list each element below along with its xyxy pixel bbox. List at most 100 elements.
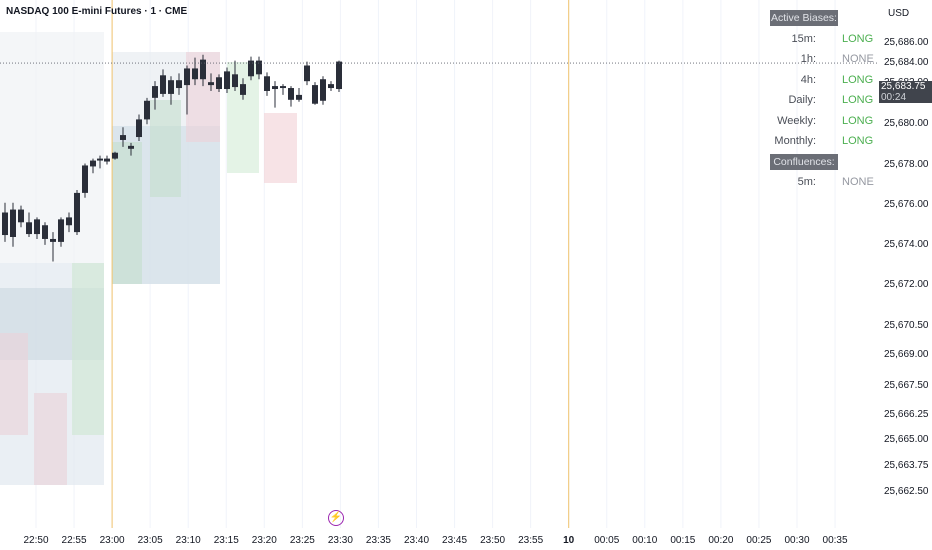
bias-row-weekly: Weekly: LONG	[770, 111, 880, 132]
confluence-row-5m: 5m: NONE	[770, 172, 880, 193]
zone-box	[0, 32, 104, 263]
candle-body	[82, 165, 88, 193]
bias-label: 15m:	[791, 32, 816, 45]
zone-box	[150, 100, 181, 197]
candle-body	[168, 80, 174, 94]
candle-body	[256, 60, 262, 75]
candle-body	[112, 152, 118, 159]
confluence-header-row: Confluences:	[770, 152, 880, 173]
candle-body	[312, 85, 318, 104]
zone-box	[112, 142, 142, 284]
candle-body	[224, 71, 230, 90]
bias-row-monthly: Monthly: LONG	[770, 131, 880, 152]
candle-body	[128, 145, 134, 149]
candle-body	[296, 94, 302, 100]
bias-header-row: Active Biases:	[770, 8, 880, 29]
candle-body	[136, 119, 142, 138]
candle-body	[42, 225, 48, 239]
last-price: 25,683.75	[881, 81, 926, 92]
bar-countdown: 00:24	[881, 92, 907, 103]
candle-body	[240, 84, 246, 95]
time-axis-label: 23:10	[176, 535, 201, 546]
time-axis-label: 22:50	[23, 535, 48, 546]
bias-table: Active Biases: 15m: LONG 1h: NONE 4h: LO…	[770, 8, 880, 193]
time-axis-label: 10	[563, 535, 575, 546]
bias-row-4h: 4h: LONG	[770, 70, 880, 91]
time-axis-label: 23:20	[252, 535, 277, 546]
candle-body	[104, 158, 110, 162]
time-axis-label: 23:45	[442, 535, 467, 546]
candle-body	[264, 76, 270, 91]
time-axis-label: 23:35	[366, 535, 391, 546]
lightning-bolt-icon[interactable]: ⚡	[328, 510, 344, 526]
candle-body	[320, 79, 326, 101]
time-axis-label: 23:25	[290, 535, 315, 546]
bias-label: Weekly:	[777, 114, 816, 127]
last-price-tag: 25,683.75 00:24	[879, 81, 932, 103]
candle-body	[152, 86, 158, 98]
price-axis-label: 25,666.25	[884, 409, 929, 420]
candle-body	[97, 158, 103, 161]
active-biases-header: Active Biases:	[770, 10, 838, 26]
currency-label[interactable]: USD	[888, 8, 910, 19]
confluences-header: Confluences:	[770, 153, 838, 170]
bias-label: Daily:	[788, 94, 816, 106]
candle-body	[50, 238, 56, 242]
bias-value: LONG	[842, 73, 874, 86]
bias-row-15m: 15m: LONG	[770, 29, 880, 50]
time-axis-label: 23:05	[138, 535, 163, 546]
bias-row-daily: Daily: LONG	[770, 90, 880, 111]
bias-value: LONG	[842, 114, 874, 127]
symbol-title[interactable]: NASDAQ 100 E-mini Futures · 1 · CME	[6, 6, 188, 17]
candle-body	[336, 61, 342, 90]
bias-value: LONG	[842, 32, 874, 45]
price-axis-label: 25,662.50	[884, 486, 929, 497]
price-axis-label: 25,669.00	[884, 349, 929, 360]
candle-body	[328, 84, 334, 89]
bias-label: 4h:	[800, 73, 816, 86]
time-axis-label: 23:55	[518, 535, 543, 546]
candle-body	[248, 60, 254, 77]
price-axis-label: 25,670.50	[884, 320, 929, 331]
candle-body	[120, 135, 126, 140]
time-axis-label: 00:10	[632, 535, 657, 546]
bias-value: NONE	[842, 176, 874, 188]
candle-body	[208, 82, 214, 86]
bias-row-1h: 1h: NONE	[770, 49, 880, 70]
candle-body	[232, 74, 238, 88]
candle-body	[160, 75, 166, 94]
zone-box	[72, 263, 104, 435]
price-axis-label: 25,686.00	[884, 37, 929, 48]
zone-box	[34, 393, 67, 485]
candle-body	[280, 86, 286, 89]
candle-body	[66, 217, 72, 226]
candle-body	[2, 212, 8, 236]
price-axis-label: 25,676.00	[884, 199, 929, 210]
time-axis-label: 00:20	[708, 535, 733, 546]
bias-label: Monthly:	[774, 135, 816, 147]
time-axis-label: 23:00	[100, 535, 125, 546]
candle-body	[304, 65, 310, 82]
price-axis-label: 25,665.00	[884, 434, 929, 445]
candle-body	[184, 68, 190, 86]
bias-value: NONE	[842, 53, 874, 65]
price-axis-label: 25,663.75	[884, 460, 929, 471]
time-axis-label: 00:15	[670, 535, 695, 546]
price-axis-label: 25,684.00	[884, 57, 929, 68]
candle-body	[10, 209, 16, 237]
time-axis-label: 23:15	[214, 535, 239, 546]
candle-body	[272, 86, 278, 90]
zone-box	[264, 113, 297, 183]
bias-label: 5m:	[797, 176, 816, 188]
time-axis-label: 00:05	[594, 535, 619, 546]
candle-body	[74, 192, 80, 233]
candle-body	[176, 80, 182, 89]
time-axis-label: 22:55	[62, 535, 87, 546]
candle-body	[144, 100, 150, 120]
candle-body	[34, 219, 40, 235]
bias-value: LONG	[842, 135, 874, 147]
zone-box	[0, 333, 28, 435]
time-axis-label: 23:50	[480, 535, 505, 546]
